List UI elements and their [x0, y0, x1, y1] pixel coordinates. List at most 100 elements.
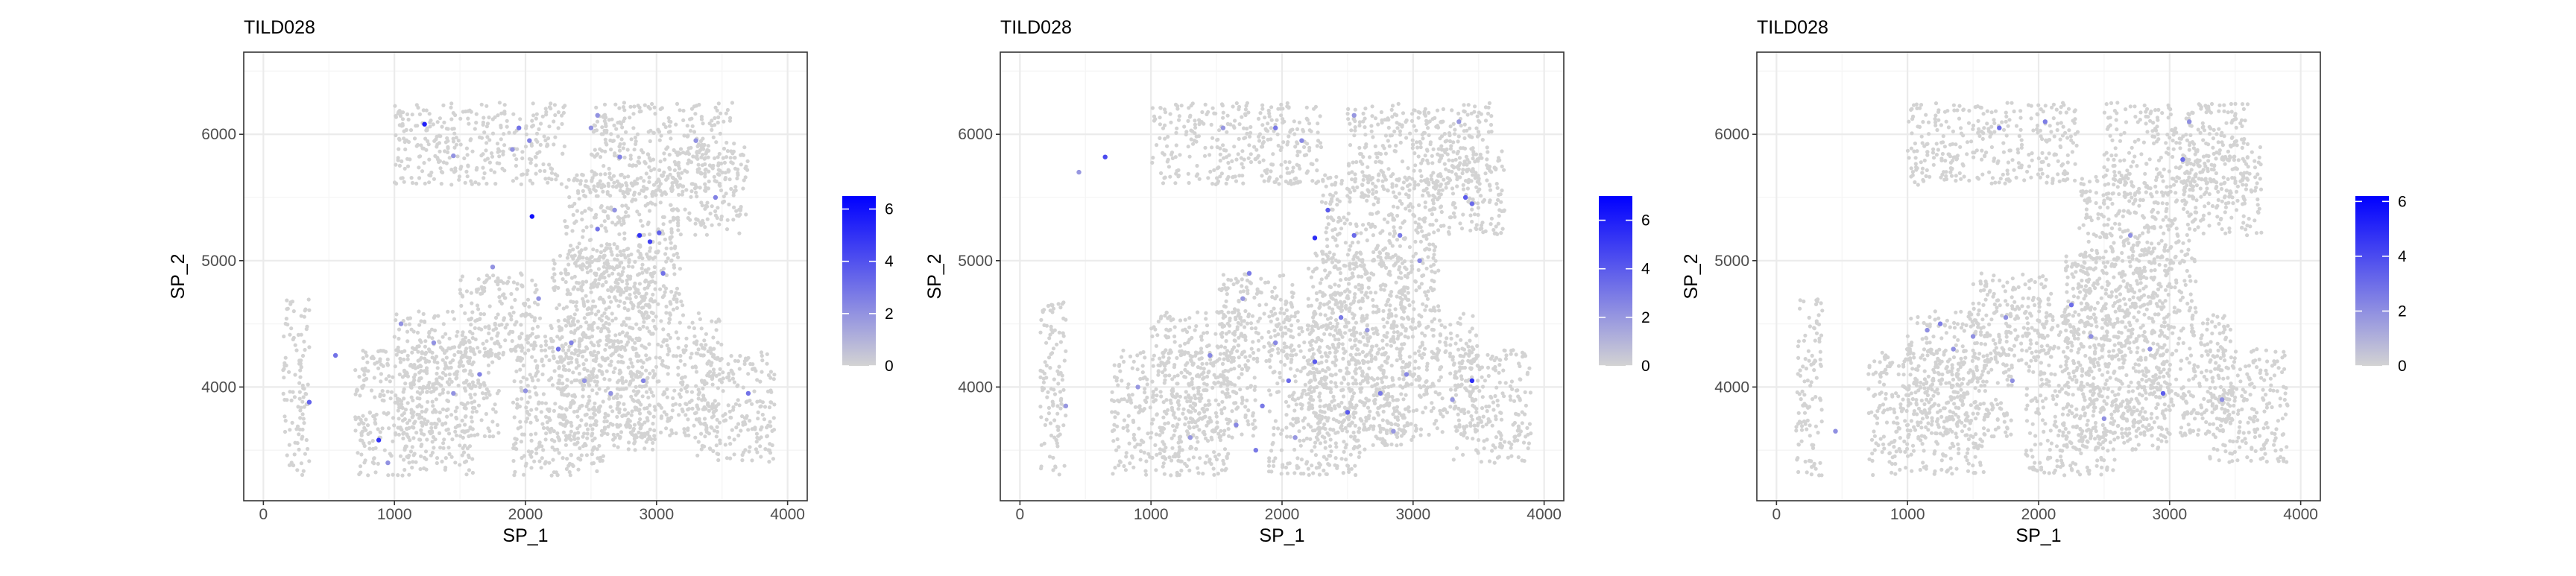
- background-point: [409, 385, 413, 389]
- background-point: [297, 333, 300, 337]
- background-point: [440, 125, 443, 129]
- background-point: [449, 361, 452, 364]
- background-point: [676, 366, 680, 370]
- background-point: [411, 445, 414, 449]
- background-point: [353, 428, 357, 432]
- background-point: [591, 370, 595, 373]
- background-point: [551, 276, 555, 279]
- background-point: [635, 209, 639, 213]
- background-point: [1270, 290, 1274, 294]
- data-point: [399, 321, 403, 326]
- background-point: [564, 438, 568, 442]
- background-point: [526, 384, 530, 387]
- background-point: [1240, 373, 1243, 376]
- background-point: [703, 189, 707, 192]
- background-point: [511, 179, 515, 183]
- background-point: [575, 245, 579, 249]
- background-point: [429, 431, 432, 435]
- background-point: [607, 184, 610, 188]
- background-point: [654, 189, 658, 193]
- background-point: [567, 178, 571, 182]
- background-point: [688, 218, 692, 222]
- background-point: [640, 432, 643, 436]
- background-point: [593, 271, 596, 275]
- background-point: [482, 342, 485, 346]
- background-point: [647, 221, 651, 224]
- background-point: [435, 135, 439, 139]
- background-point: [1314, 453, 1318, 457]
- background-point: [593, 258, 597, 262]
- background-point: [750, 458, 754, 462]
- background-point: [411, 381, 415, 384]
- background-point: [1146, 431, 1149, 435]
- background-point: [532, 460, 536, 463]
- background-point: [455, 406, 459, 410]
- background-point: [555, 473, 559, 477]
- background-point: [420, 420, 423, 424]
- background-point: [564, 407, 568, 411]
- background-point: [1304, 383, 1307, 387]
- background-point: [1234, 277, 1238, 281]
- background-point: [718, 319, 722, 323]
- background-point: [694, 156, 698, 159]
- background-point: [373, 417, 377, 421]
- background-point: [557, 126, 561, 130]
- background-point: [645, 390, 648, 394]
- background-point: [1316, 348, 1320, 352]
- background-point: [716, 425, 719, 429]
- background-point: [715, 443, 719, 447]
- background-point: [376, 462, 380, 466]
- background-point: [503, 338, 507, 342]
- background-point: [520, 183, 523, 186]
- background-point: [1204, 461, 1208, 465]
- background-point: [455, 434, 458, 437]
- background-point: [735, 384, 739, 388]
- background-point: [546, 426, 549, 430]
- background-point: [736, 398, 740, 402]
- background-point: [529, 433, 533, 437]
- background-point: [487, 276, 491, 279]
- background-point: [643, 420, 646, 424]
- background-point: [597, 344, 601, 347]
- background-point: [399, 455, 402, 458]
- background-point: [543, 139, 547, 142]
- background-point: [403, 382, 407, 385]
- background-point: [1062, 334, 1066, 338]
- background-point: [1223, 346, 1227, 349]
- background-point: [624, 203, 628, 207]
- background-point: [1206, 439, 1210, 443]
- background-point: [1143, 451, 1146, 455]
- background-point: [464, 346, 468, 350]
- background-point: [1275, 294, 1278, 298]
- background-point: [1342, 471, 1345, 475]
- background-point: [685, 385, 689, 389]
- background-point: [644, 187, 648, 191]
- background-point: [607, 378, 611, 382]
- data-point: [490, 265, 495, 269]
- background-point: [654, 203, 657, 206]
- background-point: [1196, 392, 1200, 396]
- background-point: [1299, 444, 1303, 448]
- background-point: [1149, 436, 1152, 440]
- background-point: [1240, 367, 1244, 371]
- background-point: [379, 372, 383, 376]
- background-point: [665, 387, 669, 391]
- background-point: [581, 189, 585, 193]
- background-point: [590, 352, 593, 356]
- background-point: [491, 132, 495, 136]
- background-point: [612, 174, 616, 178]
- background-point: [1159, 394, 1163, 398]
- background-point: [515, 287, 519, 291]
- background-point: [761, 400, 765, 404]
- background-point: [446, 346, 450, 350]
- background-point: [391, 416, 395, 420]
- background-point: [698, 317, 702, 321]
- background-point: [1249, 321, 1253, 325]
- background-point: [643, 384, 646, 388]
- background-point: [1052, 307, 1055, 311]
- background-point: [640, 267, 644, 270]
- background-point: [1289, 335, 1292, 338]
- background-point: [1258, 317, 1262, 320]
- background-point: [411, 436, 415, 440]
- background-point: [424, 360, 428, 364]
